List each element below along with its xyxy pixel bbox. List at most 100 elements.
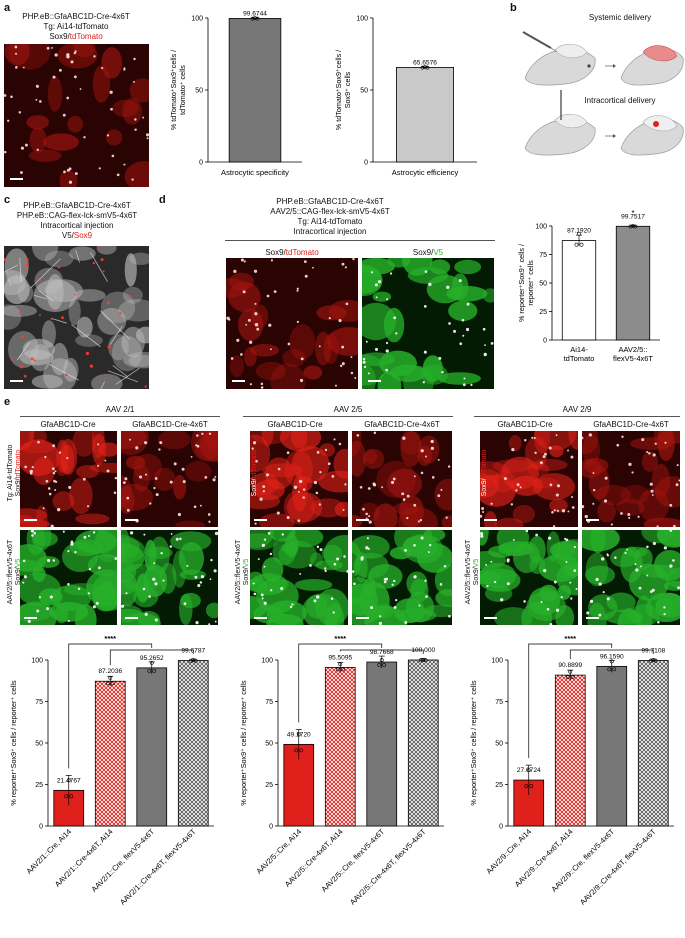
texture-nucleus — [365, 512, 368, 516]
texture-nucleus — [144, 612, 148, 616]
texture-blob — [423, 530, 446, 542]
texture-nucleus — [677, 586, 680, 590]
texture-blob — [533, 431, 551, 454]
texture-nucleus — [118, 312, 122, 315]
texture-nucleus — [269, 348, 272, 351]
texture-nucleus — [87, 592, 90, 595]
col-label-cre-aav21: GfaABC1D-Cre — [40, 420, 96, 429]
texture-nucleus — [39, 100, 42, 103]
texture-blob — [376, 460, 416, 499]
texture-nucleus — [551, 510, 554, 514]
texture-nucleus — [332, 611, 335, 614]
texture-process — [38, 289, 54, 302]
texture-nucleus — [626, 548, 629, 551]
data-point — [524, 784, 529, 788]
texture-nucleus — [299, 572, 302, 575]
texture-nucleus — [427, 551, 430, 554]
texture-blob — [52, 491, 75, 511]
side-label-line1: Tg: Ai14-tdTomato — [243, 444, 250, 502]
texture-nucleus — [97, 464, 100, 468]
texture-nucleus — [73, 293, 76, 296]
texture-nucleus — [676, 464, 679, 467]
texture-nucleus — [99, 246, 103, 248]
texture-nucleus — [481, 510, 485, 514]
texture-nucleus — [173, 462, 177, 466]
texture-nucleus — [148, 595, 151, 598]
texture-blob — [194, 433, 218, 462]
bar — [366, 661, 398, 827]
side-label-colored: V5 — [15, 558, 22, 568]
data-label: 65.6576 — [413, 59, 437, 66]
texture-nucleus — [255, 459, 258, 463]
micrograph-texture — [20, 530, 117, 625]
texture-nucleus — [126, 496, 130, 500]
side-label-line2: Sox9/tdTomato — [15, 433, 23, 513]
micrograph-texture — [480, 431, 578, 527]
e-aav25-cre4x6t-tdtomato — [352, 431, 452, 527]
bar — [283, 743, 315, 827]
texture-nucleus — [270, 259, 274, 262]
texture-blob — [352, 440, 367, 477]
texture-nucleus — [73, 51, 76, 55]
texture-nucleus — [385, 349, 389, 353]
texture-blob — [73, 289, 106, 302]
texture-nucleus — [54, 489, 57, 491]
texture-blob — [17, 283, 34, 303]
texture-nucleus — [88, 568, 92, 571]
texture-blob — [129, 78, 149, 103]
micrograph-texture — [582, 530, 680, 625]
texture-nucleus — [453, 329, 456, 333]
texture-nucleus — [571, 495, 574, 499]
texture-nucleus — [381, 486, 384, 489]
texture-nucleus — [648, 452, 651, 455]
data-point — [653, 658, 658, 663]
texture-nucleus — [209, 578, 212, 581]
texture-nucleus — [44, 455, 47, 459]
texture-blob — [418, 435, 440, 464]
texture-nucleus — [66, 457, 69, 460]
texture-nucleus — [353, 582, 356, 586]
texture-nucleus — [50, 524, 54, 527]
texture-nucleus — [154, 618, 158, 622]
texture-blob — [76, 316, 93, 338]
texture-nucleus — [371, 271, 374, 274]
texture-nucleus — [542, 455, 546, 458]
y-axis-label-line: reporter⁺ cells — [526, 260, 535, 306]
texture-blob — [26, 115, 50, 130]
texture-nucleus — [102, 270, 105, 273]
texture-nucleus — [512, 539, 515, 541]
texture-nucleus — [535, 533, 538, 537]
texture-nucleus — [458, 279, 462, 283]
side-label-line2: Sox9/V5 — [243, 532, 251, 612]
texture-nucleus — [418, 604, 421, 607]
texture-nucleus — [240, 353, 243, 356]
texture-nucleus — [15, 66, 18, 69]
texture-nucleus — [565, 538, 569, 542]
texture-blob — [96, 246, 117, 255]
texture-nucleus — [425, 455, 427, 458]
data-point — [628, 224, 633, 229]
texture-nucleus — [25, 263, 29, 267]
side-label-prefix: Sox9/ — [251, 478, 258, 497]
texture-nucleus — [208, 520, 211, 523]
chart-d: 0 25 50 75 100 % reporter⁺Sox9⁺ cells /report… — [517, 209, 660, 363]
texture-nucleus — [114, 557, 117, 560]
data-point — [529, 784, 534, 788]
texture-blob — [484, 585, 513, 602]
texture-nucleus — [363, 365, 367, 369]
panel-a-stain-prefix: Sox9/ — [49, 32, 70, 41]
texture-nucleus — [73, 75, 77, 79]
e-aav29-cre-v5 — [480, 530, 578, 625]
texture-nucleus — [533, 437, 536, 440]
texture-nucleus — [628, 462, 632, 466]
texture-nucleus — [621, 435, 624, 438]
texture-nucleus — [359, 485, 363, 489]
texture-nucleus — [669, 503, 673, 507]
y-tick-label: 100 — [535, 224, 547, 231]
panel-label-a: a — [4, 2, 11, 14]
significance-marker: **** — [104, 636, 116, 643]
texture-nucleus — [595, 577, 599, 582]
texture-blob — [44, 279, 83, 303]
texture-nucleus — [548, 536, 552, 540]
texture-process — [19, 257, 22, 283]
